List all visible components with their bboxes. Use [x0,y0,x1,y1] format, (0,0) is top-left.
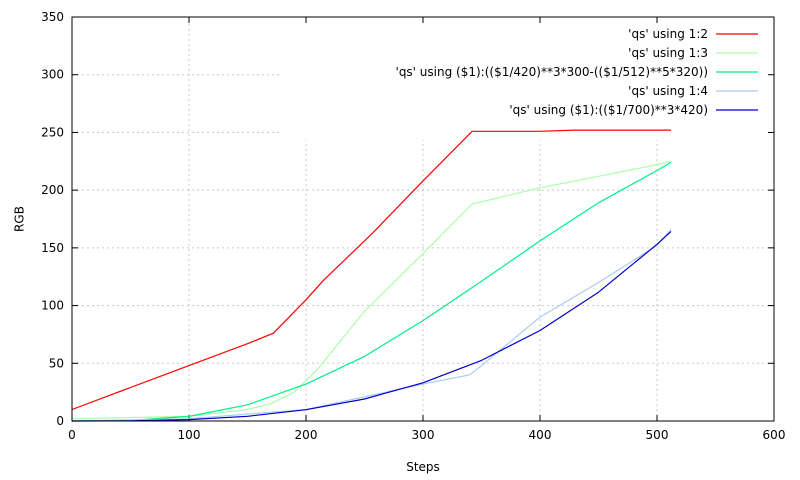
series-line-4 [71,229,672,422]
x-tick-label: 100 [178,428,201,442]
legend-label: 'qs' using ($1):(($1/700)**3*420) [509,103,708,117]
series-line-5 [71,230,672,422]
x-tick-label: 0 [68,428,76,442]
series-lines [71,129,672,422]
y-axis-label: RGB [13,206,27,232]
legend-label: 'qs' using ($1):(($1/420)**3*300-(($1/51… [396,65,708,79]
x-axis-label: Steps [406,460,440,474]
y-tick-label: 300 [41,68,64,82]
y-tick-label: 350 [41,10,64,24]
series-line-3 [71,161,672,422]
series-line-2 [71,160,672,420]
legend-label: 'qs' using 1:3 [628,46,708,60]
x-tick-label: 600 [763,428,786,442]
y-tick-label: 200 [41,183,64,197]
x-tick-label: 200 [295,428,318,442]
axis-ticks: 0 100 200 300 400 500 600 0 50 100 150 200 250 300 350 [41,10,785,442]
x-tick-label: 500 [646,428,669,442]
legend-label: 'qs' using 1:4 [628,84,708,98]
plot-frame [71,16,775,422]
x-tick-label: 300 [412,428,435,442]
y-tick-label: 150 [41,241,64,255]
grid-lines [72,17,774,421]
y-tick-label: 100 [41,299,64,313]
x-tick-label: 400 [529,428,552,442]
series-line-1 [71,129,671,411]
y-tick-label: 50 [49,356,64,370]
legend: 'qs' using 1:2 'qs' using 1:3 'qs' using (… [396,27,758,117]
legend-label: 'qs' using 1:2 [628,27,708,41]
y-tick-label: 250 [41,125,64,139]
y-tick-label: 0 [56,414,64,428]
